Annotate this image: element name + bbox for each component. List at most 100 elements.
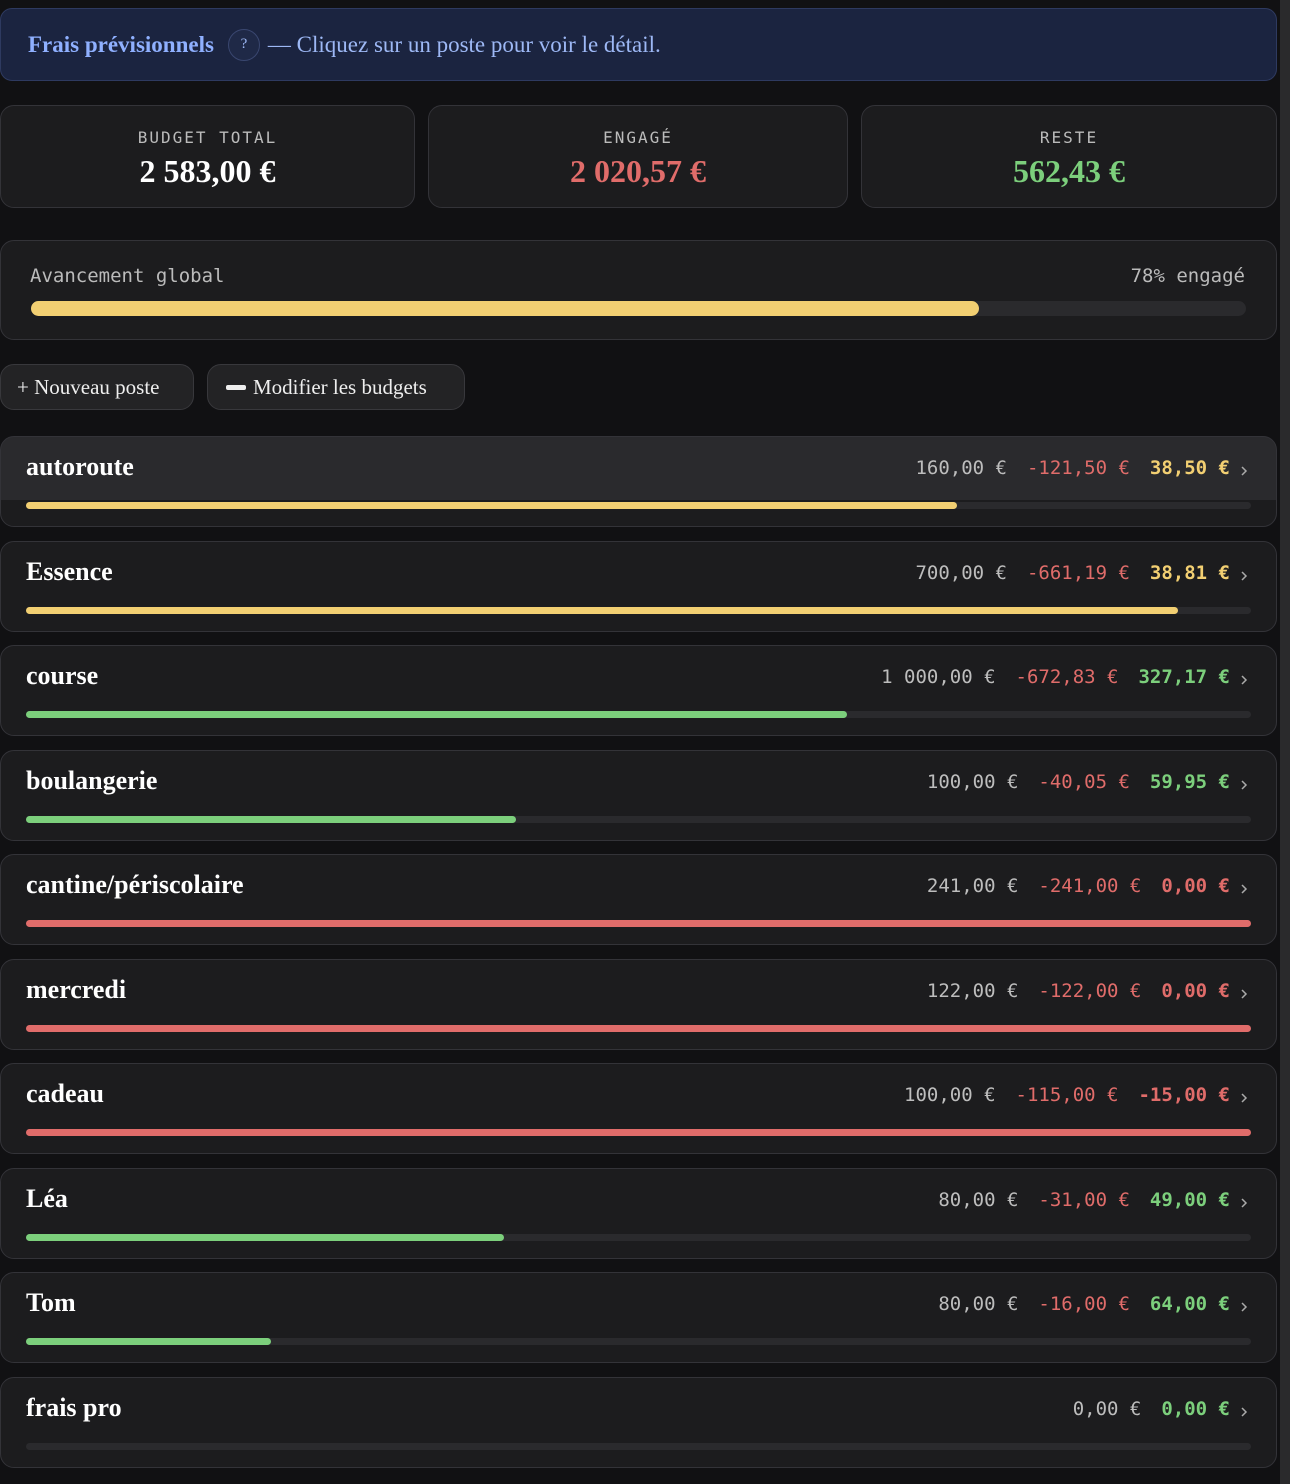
budget-item[interactable]: frais pro 0,00 € 0,00 € — [0, 1376, 1277, 1468]
item-progress — [26, 1129, 1251, 1136]
new-item-button[interactable]: + Nouveau poste — [0, 364, 194, 410]
budget-item[interactable]: boulangerie 100,00 € -40,05 € 59,95 € — [0, 749, 1277, 841]
item-spent: -115,00 € — [1015, 1084, 1119, 1106]
item-progress — [26, 502, 957, 509]
progress-value-label: 78% engagé — [1130, 265, 1245, 287]
item-budget: 80,00 € — [938, 1188, 1019, 1211]
summary-card: BUDGET TOTAL 2 583,00 € — [0, 105, 415, 208]
item-amounts: 100,00 € -40,05 € 59,95 € — [927, 771, 1230, 793]
summary-label: ENGAGÉ — [603, 128, 673, 147]
item-budget: 122,00 € — [926, 979, 1019, 1002]
item-remaining: -15,00 € — [1138, 1084, 1230, 1106]
item-budget: 700,00 € — [915, 561, 1007, 584]
item-track — [26, 920, 1251, 927]
header-hint: — Cliquez sur un poste pour voir le déta… — [267, 31, 661, 57]
budget-item[interactable]: Léa 80,00 € -31,00 € 49,00 € — [0, 1167, 1277, 1259]
item-remaining: 327,17 € — [1138, 666, 1230, 688]
budget-item[interactable]: cadeau 100,00 € -115,00 € -15,00 € — [0, 1063, 1277, 1154]
item-budget: 0,00 € — [1072, 1397, 1142, 1420]
item-progress — [26, 920, 1251, 927]
chevron — [1241, 570, 1248, 581]
item-remaining: 64,00 € — [1149, 1293, 1230, 1315]
item-amounts: 100,00 € -115,00 € -15,00 € — [904, 1084, 1230, 1106]
item-budget: 160,00 € — [915, 457, 1007, 479]
budget-item[interactable]: Tom 80,00 € -16,00 € 64,00 € — [0, 1272, 1277, 1363]
item-amounts: 0,00 € 0,00 € — [1073, 1398, 1230, 1420]
budget-item[interactable]: autoroute 160,00 € -121,50 € 38,50 € — [0, 436, 1277, 527]
item-amounts: 80,00 € -16,00 € 64,00 € — [938, 1293, 1230, 1315]
summary-value: 2 583,00 € — [139, 153, 276, 189]
header-title: Frais prévisionnels — [28, 31, 214, 57]
item-name: Tom — [26, 1288, 76, 1317]
item-amounts: 1 000,00 € -672,83 € 327,17 € — [881, 666, 1230, 688]
item-remaining: 59,95 € — [1149, 770, 1230, 793]
item-spent: -121,50 € — [1026, 457, 1130, 479]
summary-value: 2 020,57 € — [570, 153, 706, 189]
summary-label: RESTE — [1039, 128, 1099, 147]
item-track — [26, 502, 1251, 509]
budget-item[interactable]: course 1 000,00 € -672,83 € 327,17 € — [0, 645, 1277, 736]
edit-budgets-label: Modifier les budgets — [253, 374, 427, 399]
item-remaining: 0,00 € — [1161, 875, 1230, 897]
item-track — [26, 1442, 1251, 1450]
item-name: Essence — [26, 556, 113, 586]
item-name: autoroute — [26, 452, 134, 481]
chevron — [1241, 779, 1248, 790]
chevron — [1241, 1302, 1248, 1312]
item-budget: 241,00 € — [926, 875, 1019, 897]
chevron — [1241, 884, 1248, 894]
item-track — [26, 1129, 1251, 1136]
budget-item[interactable]: cantine/périscolaire 241,00 € -241,00 € 0,0… — [0, 854, 1277, 945]
item-spent: -16,00 € — [1038, 1293, 1130, 1315]
budget-item[interactable]: Essence 700,00 € -661,19 € 38,81 € — [0, 540, 1277, 632]
item-progress — [26, 606, 1178, 614]
item-budget: 100,00 € — [926, 770, 1019, 793]
scrollbar — [1280, 0, 1290, 1484]
summary-card: ENGAGÉ 2 020,57 € — [428, 105, 848, 208]
item-name: mercredi — [26, 974, 127, 1004]
item-spent: -672,83 € — [1015, 666, 1119, 688]
help-button[interactable]: ? — [227, 28, 260, 61]
chevron — [1241, 675, 1248, 685]
edit-icon — [226, 384, 246, 390]
item-spent: -241,00 € — [1038, 875, 1142, 897]
header: Frais prévisionnels ? — Cliquez sur un p… — [0, 8, 1277, 81]
item-spent: -661,19 € — [1026, 561, 1130, 584]
item-spent: -122,00 € — [1038, 979, 1142, 1002]
item-remaining: 0,00 € — [1161, 1397, 1230, 1420]
item-track — [26, 1338, 1251, 1345]
budget-item[interactable]: mercredi 122,00 € -122,00 € 0,00 € — [0, 958, 1277, 1050]
item-amounts: 80,00 € -31,00 € 49,00 € — [938, 1189, 1230, 1211]
item-spent: -31,00 € — [1038, 1188, 1130, 1211]
item-amounts: 241,00 € -241,00 € 0,00 € — [927, 875, 1230, 897]
item-spent: -40,05 € — [1038, 770, 1130, 793]
global-progress: Avancement global 78% engagé — [0, 240, 1277, 340]
item-name: frais pro — [26, 1392, 122, 1422]
item-progress — [26, 1024, 1251, 1032]
item-remaining: 38,81 € — [1149, 561, 1230, 584]
item-track — [26, 711, 1251, 718]
item-name: course — [26, 661, 99, 690]
item-amounts: 160,00 € -121,50 € 38,50 € — [915, 457, 1230, 479]
chevron — [1241, 466, 1248, 476]
item-track — [26, 606, 1251, 614]
item-progress — [26, 1233, 504, 1241]
item-remaining: 38,50 € — [1149, 457, 1230, 479]
item-budget: 100,00 € — [904, 1084, 996, 1106]
item-progress — [26, 815, 516, 823]
item-amounts: 122,00 € -122,00 € 0,00 € — [927, 980, 1230, 1002]
edit-budgets-button[interactable]: Modifier les budgets — [207, 364, 465, 410]
item-budget: 80,00 € — [938, 1293, 1019, 1315]
chevron — [1241, 1093, 1248, 1103]
item-name: Léa — [26, 1183, 68, 1213]
summary-label: BUDGET TOTAL — [137, 128, 278, 147]
item-name: cantine/périscolaire — [26, 870, 244, 899]
chevron — [1241, 988, 1248, 999]
summary-card: RESTE 562,43 € — [861, 105, 1277, 208]
item-track — [26, 815, 1251, 823]
chevron — [1241, 1197, 1248, 1208]
item-name: boulangerie — [26, 765, 158, 795]
item-progress — [26, 711, 847, 718]
item-amounts: 700,00 € -661,19 € 38,81 € — [915, 562, 1230, 584]
